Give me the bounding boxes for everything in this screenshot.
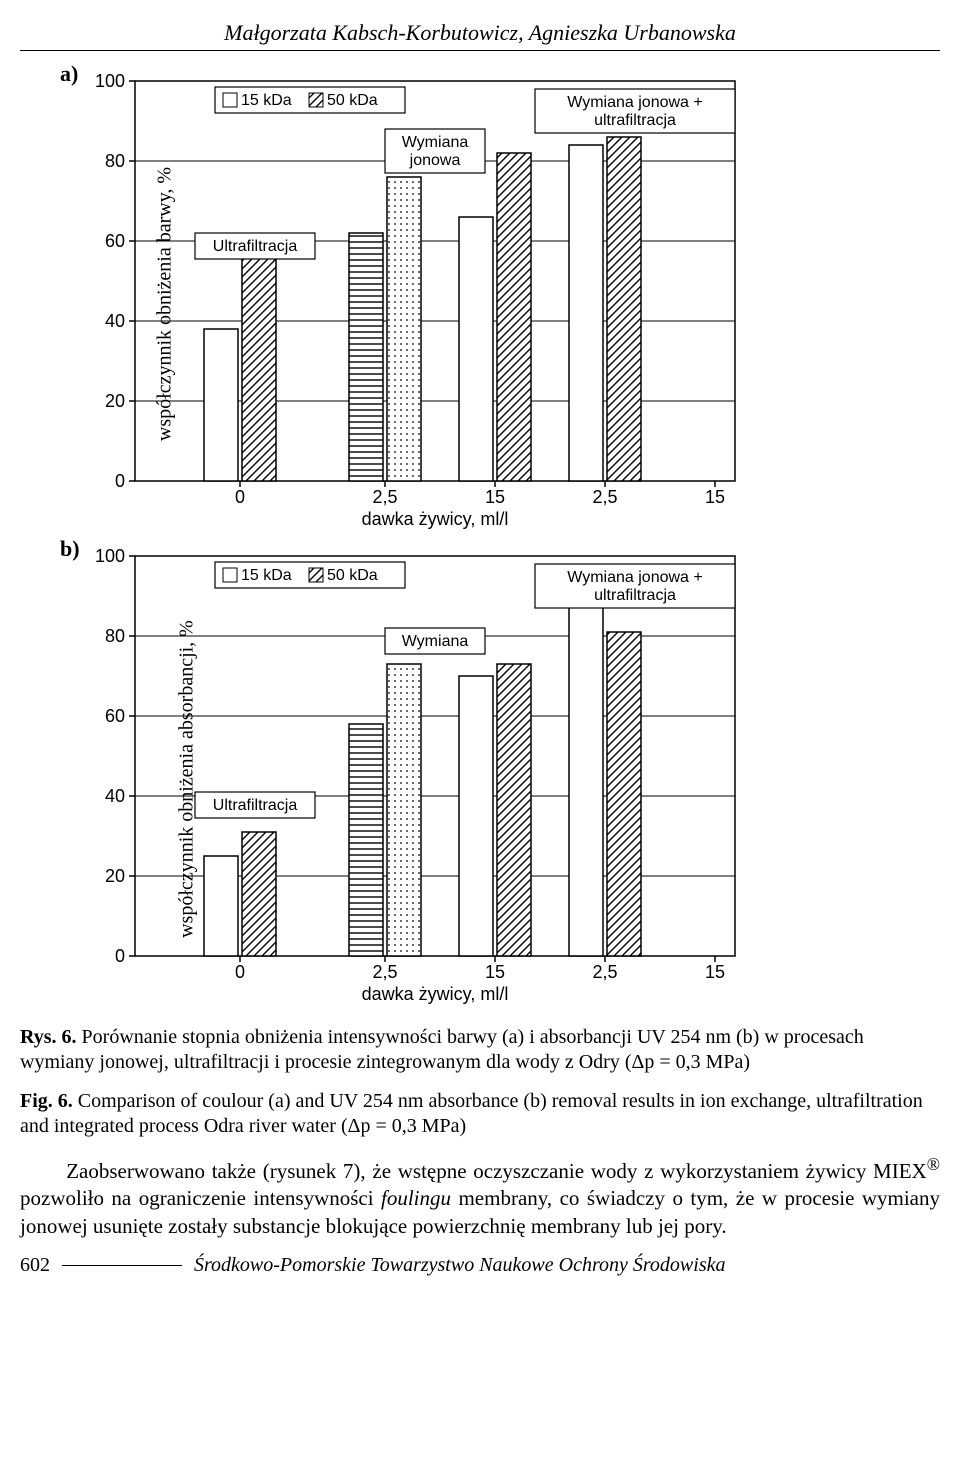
svg-text:20: 20 [105, 866, 125, 886]
svg-text:2,5: 2,5 [592, 487, 617, 507]
svg-text:dawka żywicy, ml/l: dawka żywicy, ml/l [362, 984, 509, 1004]
page-header-authors: Małgorzata Kabsch-Korbutowicz, Agnieszka… [20, 20, 940, 46]
svg-text:0: 0 [235, 487, 245, 507]
svg-text:15: 15 [705, 962, 725, 982]
panel-letter-a: a) [60, 61, 78, 87]
svg-text:50 kDa: 50 kDa [327, 567, 378, 584]
svg-text:40: 40 [105, 311, 125, 331]
chart-a-block: a) współczynnik obniżenia barwy, % 02040… [80, 71, 940, 536]
svg-text:0: 0 [235, 962, 245, 982]
svg-text:Wymiana jonowa +: Wymiana jonowa + [567, 94, 702, 111]
caption-rys: Rys. 6. Porównanie stopnia obniżenia int… [20, 1025, 940, 1075]
footer-page-number: 602 [20, 1254, 50, 1277]
svg-text:40: 40 [105, 786, 125, 806]
svg-text:60: 60 [105, 231, 125, 251]
svg-text:20: 20 [105, 391, 125, 411]
svg-text:2,5: 2,5 [372, 962, 397, 982]
svg-text:15: 15 [485, 962, 505, 982]
svg-text:0: 0 [115, 946, 125, 966]
chart-a-svg: 02040608010002,5152,515dawka żywicy, ml/… [80, 71, 780, 531]
svg-text:Wymiana jonowa +: Wymiana jonowa + [567, 569, 702, 586]
chart-b-block: b) współczynnik obniżenia absorbancji, %… [80, 546, 940, 1011]
svg-text:Ultrafiltracja: Ultrafiltracja [213, 797, 298, 814]
svg-text:50 kDa: 50 kDa [327, 92, 378, 109]
svg-text:15: 15 [705, 487, 725, 507]
svg-text:ultrafiltracja: ultrafiltracja [594, 112, 676, 129]
svg-text:100: 100 [95, 546, 125, 566]
svg-text:15: 15 [485, 487, 505, 507]
caption-fig-body: Comparison of coulour (a) and UV 254 nm … [20, 1090, 923, 1137]
svg-text:Wymiana: Wymiana [402, 633, 469, 650]
header-rule [20, 50, 940, 51]
page-footer: 602 Środkowo-Pomorskie Towarzystwo Nauko… [20, 1254, 940, 1277]
caption-fig: Fig. 6. Comparison of coulour (a) and UV… [20, 1089, 940, 1139]
svg-text:0: 0 [115, 471, 125, 491]
svg-text:jonowa: jonowa [409, 152, 461, 169]
y-axis-label-a: współczynnik obniżenia barwy, % [154, 166, 177, 440]
footer-publisher: Środkowo-Pomorskie Towarzystwo Naukowe O… [194, 1254, 725, 1277]
svg-text:80: 80 [105, 626, 125, 646]
svg-text:100: 100 [95, 71, 125, 91]
caption-rys-head: Rys. 6. [20, 1026, 77, 1048]
body-paragraph: Zaobserwowano także (rysunek 7), że wstę… [20, 1153, 940, 1240]
svg-text:Ultrafiltracja: Ultrafiltracja [213, 238, 298, 255]
footer-rule [62, 1265, 182, 1266]
svg-text:15 kDa: 15 kDa [241, 567, 292, 584]
caption-fig-head: Fig. 6. [20, 1090, 73, 1112]
svg-text:2,5: 2,5 [372, 487, 397, 507]
svg-text:60: 60 [105, 706, 125, 726]
panel-letter-b: b) [60, 536, 80, 562]
svg-text:15 kDa: 15 kDa [241, 92, 292, 109]
svg-text:ultrafiltracja: ultrafiltracja [594, 587, 676, 604]
svg-text:80: 80 [105, 151, 125, 171]
svg-text:2,5: 2,5 [592, 962, 617, 982]
svg-text:dawka żywicy, ml/l: dawka żywicy, ml/l [362, 509, 509, 529]
y-axis-label-b: współczynnik obniżenia absorbancji, % [175, 620, 198, 938]
caption-rys-body: Porównanie stopnia obniżenia intensywnoś… [20, 1026, 864, 1073]
svg-text:Wymiana: Wymiana [402, 134, 469, 151]
